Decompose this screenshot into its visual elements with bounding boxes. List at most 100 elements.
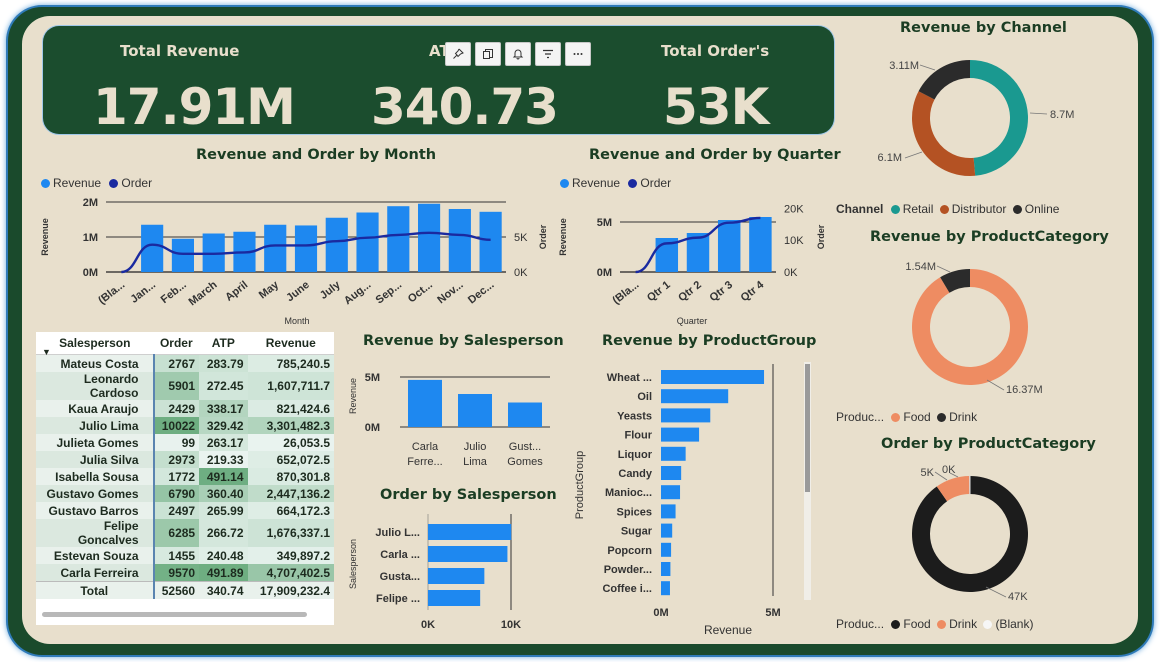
legend-drink: Drink xyxy=(949,410,978,424)
cell-salesperson: Julieta Gomes xyxy=(36,434,154,451)
leader-line xyxy=(985,586,1007,598)
cell-revenue: 4,707,402.5 xyxy=(247,564,334,582)
data-label: 1.54M xyxy=(905,261,936,273)
channel-donut[interactable]: 8.7M 6.1M 3.11M xyxy=(870,40,1090,195)
data-label: 8.7M xyxy=(1050,109,1074,121)
ord-sales-chart[interactable]: Julio L... Carla ... Gusta... Felipe ... 0K 1… xyxy=(344,510,554,635)
table-horizontal-scrollbar[interactable] xyxy=(42,612,307,617)
table-row[interactable]: Mateus Costa 2767 283.79 785,240.5 xyxy=(36,354,334,372)
cell-atp: 272.45 xyxy=(199,372,248,400)
column-header-order[interactable]: Order xyxy=(159,336,193,350)
pin-icon[interactable] xyxy=(445,42,471,66)
revenue-bar xyxy=(717,220,741,272)
month-chart[interactable]: 0M 1M 2M 0K 5K (Bla... Jan... Feb...March April M… xyxy=(36,188,556,328)
revenue-bar xyxy=(325,217,348,272)
x-tick-label: May xyxy=(257,278,282,301)
table-row[interactable]: Julieta Gomes 99 263.17 26,053.5 xyxy=(36,434,334,451)
visual-toolbar xyxy=(445,42,591,66)
cell-atp: 266.72 xyxy=(199,519,248,547)
table-row[interactable]: Julio Lima 10022 329.42 3,301,482.3 xyxy=(36,417,334,434)
donut-slice xyxy=(936,476,970,502)
legend-order: Order xyxy=(121,176,153,190)
revenue-bar xyxy=(686,233,710,272)
y-tick-label: Coffee i... xyxy=(602,583,652,595)
table-row[interactable]: Estevan Souza 1455 240.48 349,897.2 xyxy=(36,547,334,564)
y-axis-title: Revenue xyxy=(348,378,358,414)
table-row[interactable]: Julia Silva 2973 219.33 652,072.5 xyxy=(36,451,334,468)
total-order: 52560 xyxy=(152,581,200,599)
group-chart[interactable]: Wheat ... Oil Yeasts Flour Liquor Candy Manioc… xyxy=(568,360,818,642)
y-tick-label: Liquor xyxy=(618,449,653,461)
quarter-chart[interactable]: 0M 5M 0K 10K 20K (Bla... Qtr 1 Qtr 2 Qtr 3 Qtr 4 R… xyxy=(556,188,836,328)
y-tick-label: Flour xyxy=(625,430,653,442)
legend-revenue: Revenue xyxy=(572,176,621,190)
cell-salesperson: Estevan Souza xyxy=(36,547,154,564)
channel-legend: Channel Retail Distributor Online xyxy=(836,202,1059,216)
cell-order: 1455 xyxy=(152,547,200,564)
cell-salesperson: Kaua Araujo xyxy=(36,400,154,417)
legend-dot-icon xyxy=(939,205,949,214)
y-tick-label: Carla ... xyxy=(380,549,420,561)
table-row[interactable]: Kaua Araujo 2429 338.17 821,424.6 xyxy=(36,400,334,417)
cell-order: 1772 xyxy=(152,468,200,485)
revenue-bar xyxy=(508,402,542,427)
cell-order: 2497 xyxy=(152,502,200,519)
table-row[interactable]: Felipe Goncalves 6285 266.72 1,676,337.1 xyxy=(36,519,334,547)
y-axis-title: Revenue xyxy=(558,218,568,256)
table-row[interactable]: Gustavo Gomes 6790 360.40 2,447,136.2 xyxy=(36,485,334,502)
y-tick-label: Wheat ... xyxy=(607,372,652,384)
leader-line xyxy=(904,151,923,159)
x-tick-label: Gust... xyxy=(509,441,541,453)
y2-axis-title: Order xyxy=(538,224,548,249)
rev-sales-chart[interactable]: 0M 5M Carla Ferre... Julio Lima Gust... Gomes Re… xyxy=(344,358,554,473)
bell-icon[interactable] xyxy=(505,42,531,66)
leader-line xyxy=(949,472,959,478)
revenue-bar xyxy=(387,206,410,272)
column-header-atp[interactable]: ATP xyxy=(211,336,235,350)
y-tick-label: Candy xyxy=(618,468,653,480)
x-tick-label: (Bla... xyxy=(96,279,127,307)
column-header-salesperson[interactable]: Salesperson ▼ xyxy=(42,336,131,357)
donut-slice xyxy=(940,269,970,293)
legend-dot-icon xyxy=(891,413,901,422)
more-icon[interactable] xyxy=(565,42,591,66)
ord-sales-chart-title: Order by Salesperson xyxy=(380,487,557,503)
copy-icon[interactable] xyxy=(475,42,501,66)
total-revenue-label: Total Revenue xyxy=(120,42,240,60)
x-tick-label: Feb... xyxy=(159,279,189,306)
legend-retail: Retail xyxy=(902,202,934,216)
x-tick-label: 10K xyxy=(501,619,521,631)
cell-salesperson: Mateus Costa xyxy=(36,354,154,372)
cell-salesperson: Carla Ferreira xyxy=(36,564,154,582)
cell-salesperson: Leonardo Cardoso xyxy=(36,372,154,400)
y-axis-title: Revenue xyxy=(40,218,50,256)
x-tick-label: July xyxy=(318,278,343,302)
productcat-donut[interactable]: 16.37M 1.54M xyxy=(870,252,1090,402)
table-row[interactable]: Leonardo Cardoso 5901 272.45 1,607,711.7 xyxy=(36,372,334,400)
cell-salesperson: Julio Lima xyxy=(36,417,154,434)
y-tick-label: Popcorn xyxy=(607,545,652,557)
sort-desc-icon[interactable]: ▼ xyxy=(42,347,51,357)
filter-icon[interactable] xyxy=(535,42,561,66)
salesperson-table[interactable]: Salesperson ▼ Order ATP Revenue Mateus Co… xyxy=(36,332,334,625)
legend-blank: (Blank) xyxy=(995,617,1034,631)
group-scrollbar-thumb[interactable] xyxy=(805,364,810,492)
x-tick-label: April xyxy=(223,279,250,304)
column-header-revenue[interactable]: Revenue xyxy=(265,336,316,350)
table-row[interactable]: Carla Ferreira 9570 491.89 4,707,402.5 xyxy=(36,564,334,582)
kpi-card[interactable]: Total Revenue 17.91M ATP 340.73 Total Or… xyxy=(43,26,834,136)
x-tick-label: Qtr 3 xyxy=(707,279,735,304)
legend-distributor: Distributor xyxy=(951,202,1007,216)
table-row[interactable]: Isabella Sousa 1772 491.14 870,301.8 xyxy=(36,468,334,485)
legend-dot-icon xyxy=(937,413,947,422)
cell-salesperson: Gustavo Barros xyxy=(36,502,154,519)
cell-atp: 491.89 xyxy=(199,564,248,582)
leader-line xyxy=(919,64,936,71)
revenue-bar xyxy=(418,203,441,272)
group-bar xyxy=(661,504,676,519)
ordercat-donut[interactable]: 47K 5K 0K xyxy=(870,455,1090,610)
data-label: 6.1M xyxy=(878,152,902,164)
y-axis-title: Salesperson xyxy=(348,539,358,589)
channel-chart-title: Revenue by Channel xyxy=(900,20,1067,36)
table-row[interactable]: Gustavo Barros 2497 265.99 664,172.3 xyxy=(36,502,334,519)
